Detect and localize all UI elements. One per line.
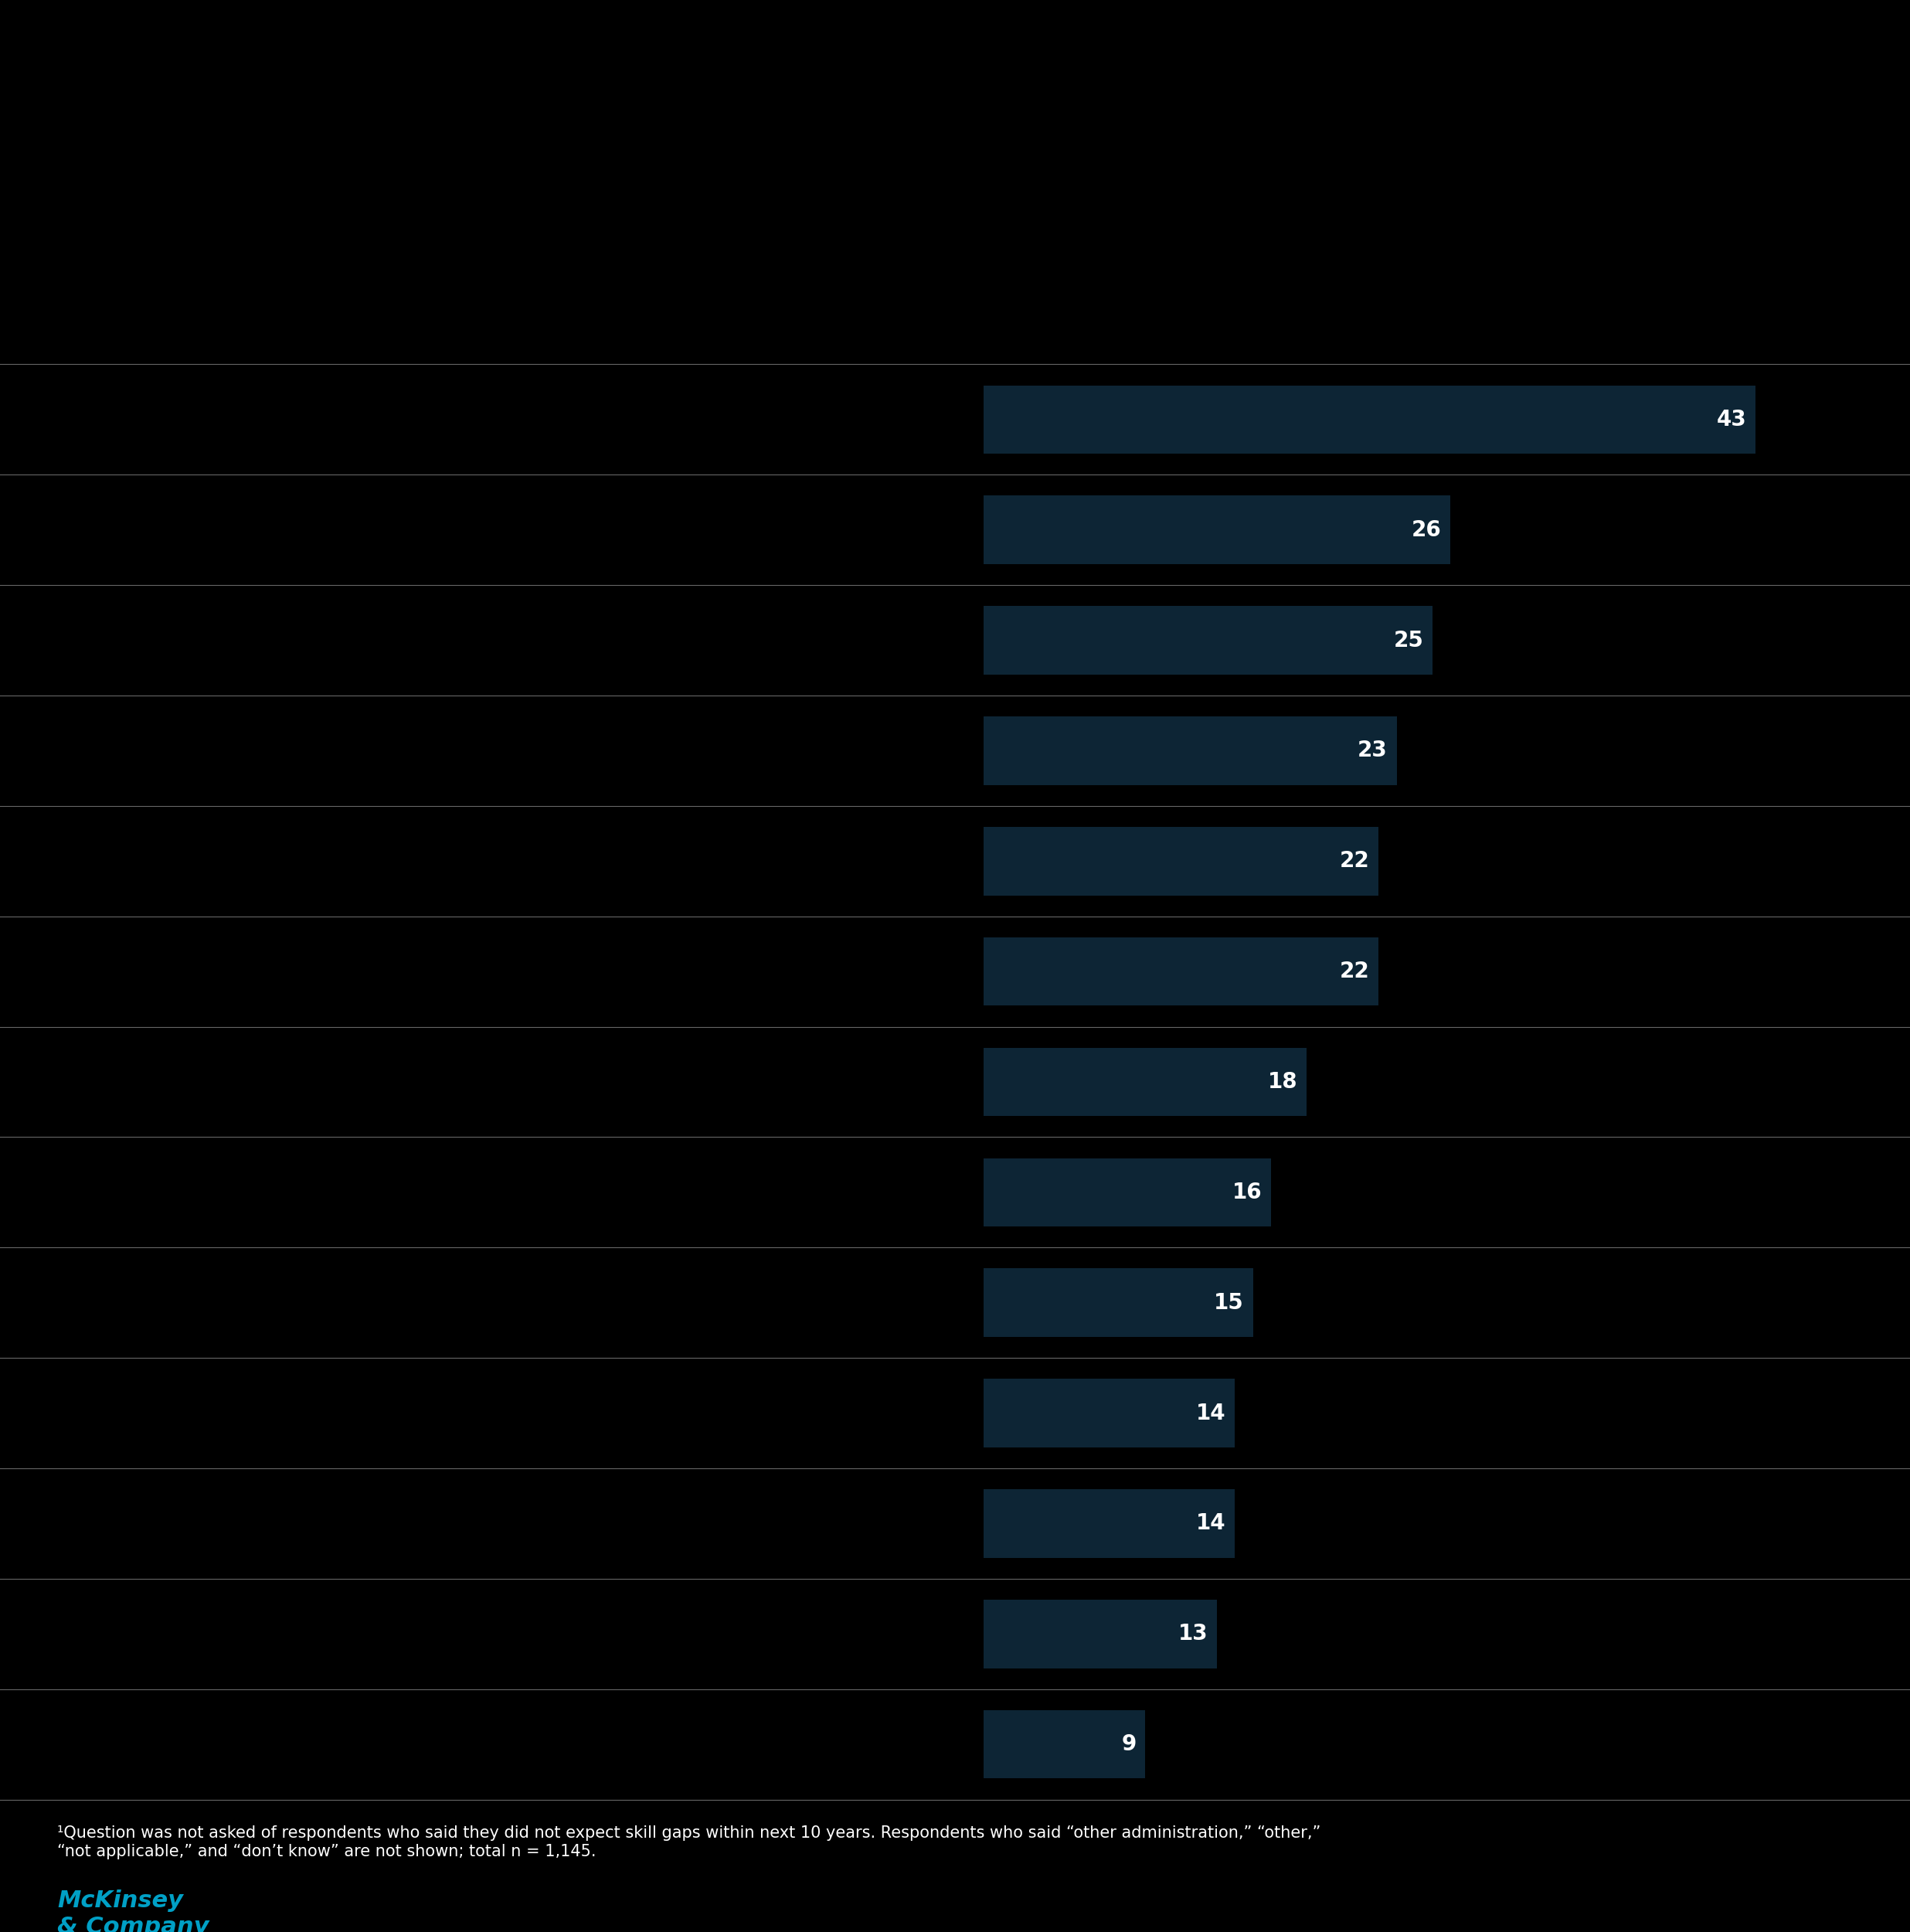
- Bar: [984, 1600, 1217, 1667]
- Text: 14: 14: [1196, 1513, 1226, 1534]
- Text: 18: 18: [1268, 1070, 1299, 1094]
- Text: Strategic and innovative thinking: Strategic and innovative thinking: [642, 632, 965, 649]
- Text: 13: 13: [1178, 1623, 1209, 1644]
- Text: Budgeting and financial management: Budgeting and financial management: [600, 1405, 965, 1422]
- Bar: [984, 827, 1379, 895]
- Text: 22: 22: [1339, 960, 1369, 981]
- Text: 43: 43: [1717, 410, 1748, 431]
- Text: Project management: Project management: [762, 742, 965, 759]
- Text: 23: 23: [1358, 740, 1387, 761]
- Text: Data analytics: Data analytics: [825, 410, 965, 429]
- Bar: [984, 1269, 1253, 1337]
- Bar: [984, 1379, 1236, 1447]
- Text: 22: 22: [1339, 850, 1369, 871]
- Text: ¹Question was not asked of respondents who said they did not expect skill gaps w: ¹Question was not asked of respondents w…: [57, 1826, 1322, 1859]
- Bar: [984, 717, 1396, 784]
- Text: Basic digital skills: Basic digital skills: [793, 1735, 965, 1754]
- Text: Customer service and
industry-specific skills: Customer service and industry-specific s…: [751, 1613, 965, 1654]
- Text: Executive and organizational leadership: Executive and organizational leadership: [577, 1515, 965, 1532]
- Text: Work management and prioritization: Work management and prioritization: [609, 1182, 965, 1202]
- Bar: [984, 1157, 1270, 1227]
- Text: Skilled trades: Skilled trades: [833, 1072, 965, 1092]
- Text: Complex information processing
and interpretation: Complex information processing and inter…: [651, 951, 965, 991]
- Text: 9: 9: [1121, 1733, 1136, 1754]
- Text: 25: 25: [1394, 630, 1423, 651]
- Bar: [984, 1047, 1306, 1117]
- Text: 15: 15: [1215, 1293, 1243, 1314]
- Text: IT/web/software development
and maintenance: IT/web/software development and maintena…: [678, 510, 965, 551]
- Bar: [984, 1710, 1146, 1779]
- Bar: [984, 1490, 1236, 1557]
- Text: 16: 16: [1232, 1182, 1263, 1204]
- Text: Data analytics is cited as the top skill gap in a majority: Data analytics is cited as the top skill…: [57, 174, 991, 203]
- Text: 26: 26: [1411, 520, 1442, 541]
- Bar: [984, 607, 1432, 674]
- Text: 14: 14: [1196, 1403, 1226, 1424]
- Text: Communication: Communication: [812, 1293, 965, 1312]
- Text: Critical thinking and decision making: Critical thinking and decision making: [605, 852, 965, 871]
- Text: McKinsey
& Company: McKinsey & Company: [57, 1889, 208, 1932]
- Bar: [984, 937, 1379, 1007]
- Bar: [984, 497, 1450, 564]
- Bar: [984, 384, 1755, 454]
- Text: of business areas (43%): of business areas (43%): [57, 218, 464, 247]
